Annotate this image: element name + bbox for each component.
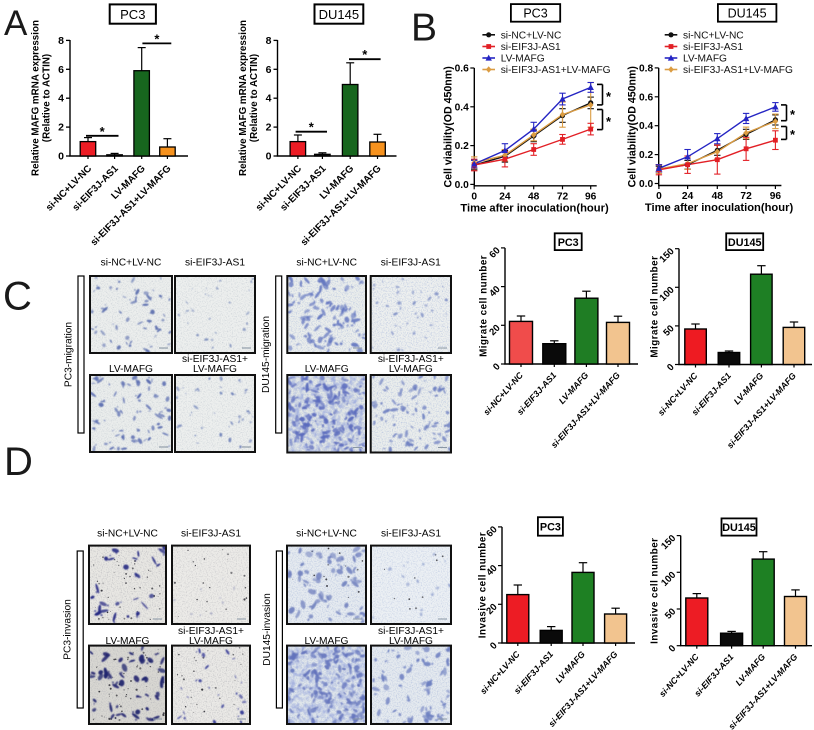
svg-text:(Relative to ACTIN): (Relative to ACTIN) — [249, 54, 260, 142]
svg-text:0.0: 0.0 — [455, 180, 469, 191]
svg-text:24: 24 — [499, 191, 511, 202]
svg-text:0.8: 0.8 — [639, 63, 653, 74]
svg-text:LV-MAFG: LV-MAFG — [389, 364, 433, 375]
svg-text:*: * — [362, 47, 368, 62]
svg-text:8: 8 — [266, 35, 272, 47]
svg-text:si-EIF3J-AS1+: si-EIF3J-AS1+ — [378, 354, 444, 365]
svg-text:DU145: DU145 — [722, 522, 756, 534]
svg-text:*: * — [606, 89, 612, 104]
svg-text:*: * — [100, 124, 106, 139]
svg-text:si-EIF3J-AS1: si-EIF3J-AS1 — [185, 258, 245, 269]
svg-text:0: 0 — [58, 151, 64, 163]
svg-text:Migrate cell number: Migrate cell number — [479, 255, 490, 357]
svg-text:si-EIF3J-AS1: si-EIF3J-AS1 — [381, 258, 441, 269]
svg-text:PC3: PC3 — [523, 7, 547, 21]
svg-text:0.4: 0.4 — [639, 121, 653, 132]
svg-text:Cell viability(OD 450nm): Cell viability(OD 450nm) — [442, 66, 454, 187]
svg-text:72: 72 — [740, 191, 752, 202]
svg-text:6: 6 — [266, 64, 272, 76]
svg-text:si-NC+LV-NC: si-NC+LV-NC — [683, 30, 744, 41]
svg-text:LV-MAFG: LV-MAFG — [389, 636, 433, 647]
svg-text:A: A — [4, 4, 28, 43]
svg-text:*: * — [309, 120, 315, 135]
svg-text:0: 0 — [665, 362, 677, 374]
svg-text:48: 48 — [712, 191, 724, 202]
svg-text:0: 0 — [491, 361, 503, 373]
svg-text:6: 6 — [58, 64, 64, 76]
svg-text:(Relative to ACTIN): (Relative to ACTIN) — [42, 54, 53, 142]
svg-text:0.6: 0.6 — [639, 92, 653, 103]
svg-text:0: 0 — [667, 643, 679, 655]
svg-text:Time after inoculation(hour): Time after inoculation(hour) — [460, 202, 609, 214]
svg-text:2: 2 — [58, 122, 64, 134]
svg-text:*: * — [790, 107, 796, 122]
svg-text:LV-MAFG: LV-MAFG — [305, 636, 349, 647]
svg-text:96: 96 — [585, 191, 597, 202]
svg-text:0.6: 0.6 — [455, 64, 469, 75]
svg-text:LV-MAFG: LV-MAFG — [106, 636, 150, 647]
svg-text:*: * — [154, 31, 160, 46]
svg-text:0: 0 — [488, 640, 500, 652]
svg-text:LV-MAFG: LV-MAFG — [683, 54, 727, 65]
svg-text:LV-MAFG: LV-MAFG — [189, 636, 233, 647]
svg-text:96: 96 — [770, 191, 782, 202]
svg-text:si-NC+LV-NC: si-NC+LV-NC — [296, 258, 357, 269]
svg-text:Time after inoculation(hour): Time after inoculation(hour) — [645, 202, 794, 214]
svg-text:LV-MAFG: LV-MAFG — [305, 364, 349, 375]
svg-text:8: 8 — [58, 35, 64, 47]
svg-text:si-EIF3J-AS1+: si-EIF3J-AS1+ — [182, 354, 248, 365]
svg-text:24: 24 — [682, 191, 694, 202]
svg-text:si-NC+LV-NC: si-NC+LV-NC — [101, 258, 162, 269]
svg-text:2: 2 — [266, 122, 272, 134]
svg-text:PC3: PC3 — [540, 522, 561, 534]
svg-text:Invasive cell number: Invasive cell number — [650, 538, 661, 644]
svg-text:4: 4 — [266, 93, 272, 105]
svg-text:DU145-invasion: DU145-invasion — [262, 593, 273, 665]
svg-text:Invasive cell number: Invasive cell number — [478, 532, 489, 638]
svg-text:Relative MAFG mRNA expression: Relative MAFG mRNA expression — [238, 20, 249, 176]
svg-text:DU145: DU145 — [728, 237, 762, 249]
svg-text:0: 0 — [471, 191, 477, 202]
svg-text:Relative MAFG mRNA expression: Relative MAFG mRNA expression — [31, 20, 42, 176]
svg-text:si-EIF3J-AS1: si-EIF3J-AS1 — [501, 42, 561, 53]
svg-text:0.2: 0.2 — [455, 141, 469, 152]
svg-text:si-EIF3J-AS1+: si-EIF3J-AS1+ — [378, 626, 444, 637]
svg-text:0.4: 0.4 — [455, 102, 469, 113]
svg-text:*: * — [606, 114, 612, 129]
svg-text:Cell viability(OD 450nm): Cell viability(OD 450nm) — [627, 66, 639, 187]
svg-text:48: 48 — [528, 191, 540, 202]
svg-text:0: 0 — [656, 191, 662, 202]
svg-text:si-NC+LV-NC: si-NC+LV-NC — [501, 30, 562, 41]
svg-text:PC3-migration: PC3-migration — [64, 322, 75, 387]
svg-text:72: 72 — [557, 191, 569, 202]
svg-text:PC3: PC3 — [558, 237, 579, 249]
svg-text:si-EIF3J-AS1+LV-MAFG: si-EIF3J-AS1+LV-MAFG — [683, 65, 793, 76]
svg-text:si-EIF3J-AS1: si-EIF3J-AS1 — [181, 529, 241, 540]
svg-text:PC3: PC3 — [120, 7, 145, 22]
svg-text:B: B — [411, 7, 437, 50]
svg-text:LV-MAFG: LV-MAFG — [501, 54, 545, 65]
svg-text:0: 0 — [266, 151, 272, 163]
svg-text:si-EIF3J-AS1+: si-EIF3J-AS1+ — [178, 626, 244, 637]
svg-text:C: C — [3, 275, 32, 319]
svg-text:*: * — [790, 127, 796, 142]
svg-text:0.2: 0.2 — [639, 150, 653, 161]
svg-text:LV-MAFG: LV-MAFG — [109, 364, 153, 375]
svg-text:PC3-invasion: PC3-invasion — [63, 599, 74, 660]
svg-text:si-NC+LV-NC: si-NC+LV-NC — [97, 529, 158, 540]
svg-text:D: D — [4, 440, 33, 484]
svg-text:DU145-migration: DU145-migration — [261, 316, 272, 393]
svg-text:DU145: DU145 — [319, 7, 359, 22]
svg-text:Migrate cell number: Migrate cell number — [650, 256, 661, 358]
svg-text:4: 4 — [58, 93, 64, 105]
svg-text:LV-MAFG: LV-MAFG — [193, 364, 237, 375]
svg-text:si-EIF3J-AS1+LV-MAFG: si-EIF3J-AS1+LV-MAFG — [501, 65, 611, 76]
svg-text:DU145: DU145 — [728, 7, 767, 21]
svg-text:0.0: 0.0 — [639, 179, 653, 190]
svg-text:si-EIF3J-AS1: si-EIF3J-AS1 — [683, 42, 743, 53]
svg-text:si-EIF3J-AS1: si-EIF3J-AS1 — [381, 529, 441, 540]
svg-text:si-NC+LV-NC: si-NC+LV-NC — [296, 529, 357, 540]
